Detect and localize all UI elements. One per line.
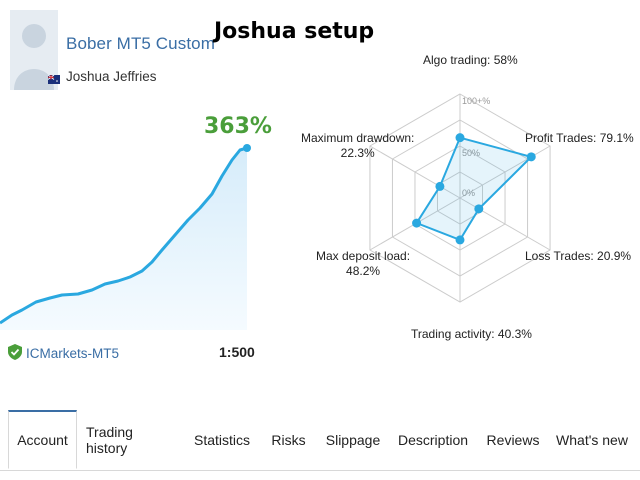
- growth-area: [0, 148, 247, 330]
- growth-value: 363%: [204, 114, 272, 139]
- radar-label-max-drawdown-title: Maximum drawdown:: [301, 131, 415, 145]
- tab-bar: Account Trading history Statistics Risks…: [0, 410, 640, 471]
- radar-label-loss-trades: Loss Trades: 20.9%: [525, 249, 632, 263]
- shield-check-icon: [8, 344, 22, 363]
- radar-label-algo-trading: Algo trading: 58%: [423, 53, 518, 67]
- radar-chart: 100+% 50% 0% Algo trading: 58% Profit Trad…: [280, 50, 640, 350]
- radar-scale-label: 0%: [462, 188, 475, 198]
- radar-data-point: [526, 152, 536, 162]
- author-name[interactable]: Joshua Jeffries: [66, 69, 157, 84]
- radar-data-point: [455, 235, 465, 245]
- broker-name[interactable]: ICMarkets-MT5: [26, 346, 120, 361]
- tab-account[interactable]: Account: [8, 410, 77, 469]
- broker-row: ICMarkets-MT5: [8, 344, 119, 363]
- radar-label-trading-activity: Trading activity: 40.3%: [411, 327, 532, 341]
- tab-risks[interactable]: Risks: [271, 432, 306, 448]
- radar-data-polygon: [415, 136, 534, 242]
- author-row: Joshua Jeffries: [47, 69, 157, 84]
- australia-flag-icon: [47, 72, 60, 84]
- avatar[interactable]: [10, 10, 58, 90]
- tab-description[interactable]: Description: [397, 432, 469, 448]
- radar-spoke: [369, 145, 461, 199]
- user-silhouette-icon: [14, 24, 54, 90]
- radar-label-max-drawdown-value: 22.3%: [340, 146, 375, 160]
- growth-chart: [0, 144, 251, 330]
- radar-data-point: [474, 204, 484, 214]
- tab-whats-new[interactable]: What's new: [556, 432, 628, 448]
- page-title: Joshua setup: [214, 19, 375, 44]
- radar-data-point: [455, 133, 465, 143]
- radar-label-max-drawdown: Maximum drawdown: 22.3%: [301, 131, 414, 161]
- radar-data-point: [435, 181, 445, 191]
- tab-reviews[interactable]: Reviews: [486, 432, 540, 448]
- radar-data-point: [412, 218, 422, 228]
- radar-scale-label: 100+%: [462, 96, 490, 106]
- tab-slippage[interactable]: Slippage: [325, 432, 381, 448]
- radar-svg: 100+% 50% 0%: [369, 93, 551, 303]
- radar-scale-label: 50%: [462, 148, 480, 158]
- tab-statistics[interactable]: Statistics: [193, 432, 250, 448]
- growth-end-point[interactable]: [243, 144, 251, 152]
- tab-trading-history[interactable]: Trading history: [86, 424, 133, 456]
- radar-label-profit-trades: Profit Trades: 79.1%: [525, 131, 634, 145]
- signal-name[interactable]: Bober MT5 Custom: [66, 34, 215, 53]
- radar-label-max-deposit-load-value: 48.2%: [346, 264, 381, 278]
- radar-label-max-deposit-load: Max deposit load: 48.2%: [316, 249, 410, 279]
- radar-label-max-deposit-load-title: Max deposit load:: [316, 249, 411, 263]
- leverage: 1:500: [219, 344, 255, 360]
- growth-line: [0, 146, 248, 325]
